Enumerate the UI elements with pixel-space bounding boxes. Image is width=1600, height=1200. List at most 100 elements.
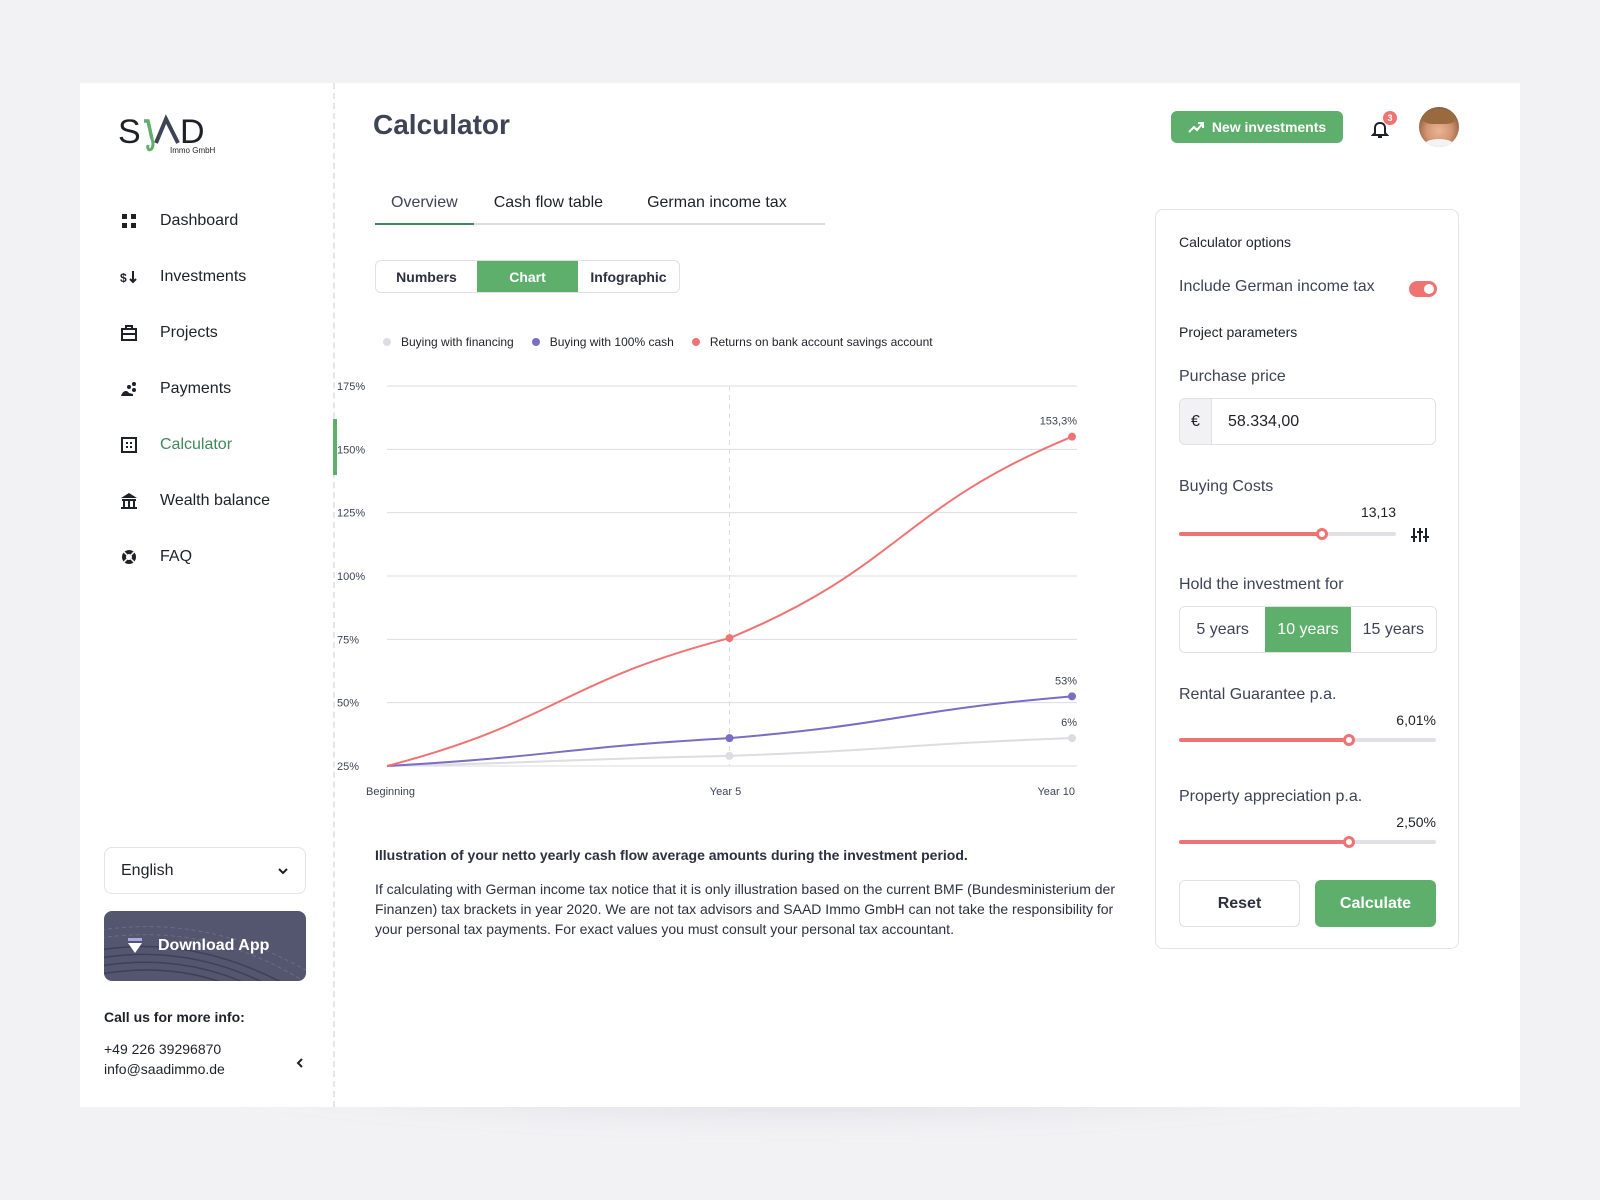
calculate-button[interactable]: Calculate xyxy=(1315,880,1436,927)
bell-icon xyxy=(1371,121,1389,138)
slider-fill xyxy=(1179,738,1349,742)
rental-guarantee-slider[interactable] xyxy=(1179,734,1436,746)
download-app-button[interactable]: Download App xyxy=(104,911,306,981)
sidebar-item-investments[interactable]: $ Investments xyxy=(80,249,335,305)
hold-5-years[interactable]: 5 years xyxy=(1196,620,1249,638)
adjust-sliders-icon[interactable] xyxy=(1411,526,1429,544)
y-tick-label: 50% xyxy=(337,698,359,710)
notification-badge: 3 xyxy=(1383,111,1397,125)
legend-item[interactable]: Buying with financing xyxy=(383,335,514,349)
description-heading: Illustration of your netto yearly cash f… xyxy=(375,847,968,863)
download-app-label: Download App xyxy=(158,937,270,954)
legend-label: Returns on bank account savings account xyxy=(709,335,933,349)
view-toggle: Numbers Chart Infographic xyxy=(375,260,680,293)
dollar-down-icon: $ xyxy=(120,268,138,286)
legend-dot xyxy=(383,338,391,346)
property-appreciation-slider[interactable] xyxy=(1179,836,1436,848)
property-appreciation-value: 2,50% xyxy=(1396,814,1436,830)
page-title: Calculator xyxy=(373,109,510,140)
legend-label: Buying with 100% cash xyxy=(549,335,674,349)
sidebar-item-calculator[interactable]: Calculator xyxy=(80,417,337,475)
hold-10-years[interactable]: 10 years xyxy=(1265,607,1351,652)
sidebar-item-projects[interactable]: Projects xyxy=(80,305,335,361)
view-chart-button[interactable]: Chart xyxy=(477,261,578,292)
slider-thumb[interactable] xyxy=(1342,836,1355,848)
sidebar-item-wealth-balance[interactable]: Wealth balance xyxy=(80,473,335,529)
svg-text:Immo GmbH: Immo GmbH xyxy=(170,146,216,155)
calculator-options-panel: Calculator options Include German income… xyxy=(1155,209,1459,949)
purchase-price-field: € xyxy=(1179,398,1436,445)
data-point[interactable] xyxy=(725,634,734,643)
y-tick-label: 25% xyxy=(337,761,359,773)
chevron-left-icon xyxy=(296,1058,303,1068)
briefcase-icon xyxy=(120,324,138,342)
reset-button[interactable]: Reset xyxy=(1179,880,1300,927)
sidebar-item-label: Dashboard xyxy=(160,212,239,229)
legend-dot xyxy=(531,338,540,346)
data-point[interactable] xyxy=(1068,692,1076,701)
options-title: Calculator options xyxy=(1179,234,1292,250)
payments-icon xyxy=(120,380,138,398)
contact-phone[interactable]: +49 226 39296870 xyxy=(104,1041,222,1057)
new-investments-button[interactable]: New investments xyxy=(1171,111,1343,143)
data-point[interactable] xyxy=(1068,432,1076,441)
collapse-sidebar-button[interactable] xyxy=(292,1055,308,1071)
slider-thumb[interactable] xyxy=(1342,734,1355,746)
data-point[interactable] xyxy=(1068,734,1076,743)
download-icon xyxy=(126,937,144,955)
hold-15-years[interactable]: 15 years xyxy=(1362,620,1424,638)
line-chart: 25% 50% 75% 100% 125% 150% 175% Beginning Year 5… xyxy=(337,381,1077,798)
data-point[interactable] xyxy=(725,734,734,743)
legend-label: Buying with financing xyxy=(401,335,514,349)
project-params-title: Project parameters xyxy=(1179,324,1298,340)
legend-item[interactable]: Buying with 100% cash xyxy=(531,335,674,349)
slider-thumb[interactable] xyxy=(1316,528,1329,540)
sidebar-nav: Dashboard $ Investments Projects Payment… xyxy=(80,193,337,585)
sidebar-item-payments[interactable]: Payments xyxy=(80,361,335,417)
main-content: Calculator New investments 3 Overview Ca… xyxy=(335,83,1520,1107)
tab-german-income-tax[interactable]: German income tax xyxy=(647,194,787,211)
svg-text:S: S xyxy=(118,113,141,151)
svg-text:$: $ xyxy=(120,271,127,284)
language-value: English xyxy=(121,861,174,879)
calculator-icon xyxy=(120,436,138,454)
slider-fill xyxy=(1179,840,1349,844)
buying-costs-value: 13,13 xyxy=(1360,504,1396,520)
sidebar-item-dashboard[interactable]: Dashboard xyxy=(80,193,335,249)
slider-fill xyxy=(1179,532,1323,536)
chevron-down-icon xyxy=(277,862,289,880)
tab-overview[interactable]: Overview xyxy=(375,183,474,225)
purchase-price-input[interactable] xyxy=(1212,399,1435,444)
logo[interactable]: S D Immo GmbH xyxy=(118,109,228,157)
trending-up-icon xyxy=(1188,122,1204,133)
data-point[interactable] xyxy=(725,751,734,760)
income-tax-toggle[interactable] xyxy=(1409,281,1437,297)
view-infographic-button[interactable]: Infographic xyxy=(590,268,667,285)
sidebar-item-label: Projects xyxy=(160,324,218,341)
sidebar: S D Immo GmbH Dashboard $ Investments xyxy=(80,83,337,1107)
lifebuoy-icon xyxy=(120,548,138,566)
x-tick-label: Year 10 xyxy=(1037,786,1075,798)
series-end-label: 53% xyxy=(1055,675,1077,687)
legend-item[interactable]: Returns on bank account savings account xyxy=(691,335,933,349)
new-investments-label: New investments xyxy=(1211,119,1327,135)
property-appreciation-label: Property appreciation p.a. xyxy=(1179,788,1363,805)
contact-email[interactable]: info@saadimmo.de xyxy=(104,1061,225,1077)
avatar[interactable] xyxy=(1419,107,1459,147)
dashboard-icon xyxy=(120,212,138,230)
x-tick-label: Beginning xyxy=(366,786,415,798)
contact-info: Call us for more info: +49 226 39296870 … xyxy=(104,1007,245,1079)
buying-costs-slider[interactable] xyxy=(1179,528,1396,540)
tab-cash-flow-table[interactable]: Cash flow table xyxy=(493,194,604,211)
rental-guarantee-value: 6,01% xyxy=(1396,712,1436,728)
language-select[interactable]: English xyxy=(104,847,306,894)
view-numbers-button[interactable]: Numbers xyxy=(396,268,457,285)
sidebar-item-faq[interactable]: FAQ xyxy=(80,529,335,585)
notifications-button[interactable]: 3 xyxy=(1371,111,1397,139)
chart-description: Illustration of your netto yearly cash f… xyxy=(375,845,1115,939)
decorative-arcs xyxy=(104,926,306,981)
sidebar-item-label: Wealth balance xyxy=(160,492,270,509)
hold-period-selector: 5 years 10 years 15 years xyxy=(1179,606,1437,653)
avatar-shirt xyxy=(1423,139,1455,147)
buying-costs-label: Buying Costs xyxy=(1179,478,1274,495)
